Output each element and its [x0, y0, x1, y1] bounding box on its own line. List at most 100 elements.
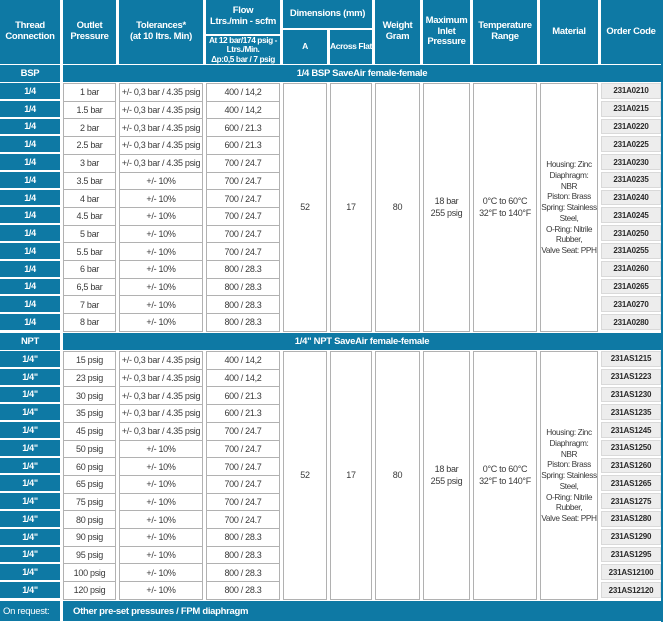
outlet-pressure-cell: 90 psig [63, 529, 116, 547]
outlet-pressure-cell: 5.5 bar [63, 243, 116, 262]
flow-cell: 800 / 28.3 [206, 278, 280, 297]
order-code-cell: 231A0235 [601, 171, 661, 188]
outlet-pressure-cell: 65 psig [63, 475, 116, 494]
section-band-bsp: BSP 1/4 BSP SaveAir female-female [0, 65, 661, 82]
flow-cell: 700 / 24.7 [206, 190, 280, 208]
section-body-npt: 1/4" 1/4" 1/4" 1/4" 1/4" 1/4" 1/4" 1/4" 1/4" 1/4"… [0, 351, 661, 600]
outlet-pressure-cell: 95 psig [63, 546, 116, 565]
order-code-cell: 231A0255 [601, 243, 661, 259]
flow-cell: 600 / 21.3 [206, 405, 280, 423]
header-tolerances: Tolerances* (at 10 ltrs. Min) [119, 0, 203, 64]
section-body-bsp: 1/4 1/4 1/4 1/4 1/4 1/4 1/4 1/4 1/4 1/4 1/4 1/4 1/4 1… [0, 83, 661, 332]
tolerance-cell: +/- 10% [119, 546, 203, 565]
flow-column: 400 / 14,2 400 / 14,2 600 / 21.3 600 / 21.3… [206, 351, 280, 600]
flow-cell: 400 / 14,2 [206, 369, 280, 388]
thread-cell: 1/4 [0, 118, 60, 135]
tolerance-cell: +/- 10% [119, 172, 203, 191]
thread-cell: 1/4 [0, 207, 60, 224]
flow-cell: 700 / 24.7 [206, 493, 280, 512]
order-code-cell: 231A0225 [601, 136, 661, 153]
order-code-cell: 231AS1250 [601, 439, 661, 456]
tolerance-cell: +/- 10% [119, 190, 203, 208]
outlet-pressure-cell: 45 psig [63, 422, 116, 441]
flow-cell: 700 / 24.7 [206, 207, 280, 226]
tolerance-column: +/- 0,3 bar / 4.35 psig +/- 0,3 bar / 4.3… [119, 83, 203, 332]
flow-cell: 600 / 21.3 [206, 387, 280, 406]
outlet-pressure-cell: 4 bar [63, 190, 116, 208]
flow-cell: 700 / 24.7 [206, 440, 280, 459]
temp-range-merged-cell: 0°C to 60°C 32°F to 140°F [473, 351, 537, 600]
dim-a-merged-cell: 52 [283, 351, 327, 600]
order-code-cell: 231AS1230 [601, 386, 661, 403]
tolerance-cell: +/- 10% [119, 458, 203, 476]
outlet-pressure-column: 1 bar 1.5 bar 2 bar 2.5 bar 3 bar 3.5 bar 4 ba… [63, 83, 116, 332]
thread-column: 1/4" 1/4" 1/4" 1/4" 1/4" 1/4" 1/4" 1/4" 1/4" 1/4"… [0, 351, 60, 600]
outlet-pressure-cell: 4.5 bar [63, 207, 116, 226]
header-dim-across-flat: Across Flat [330, 30, 372, 64]
order-code-cell: 231AS1275 [601, 493, 661, 510]
outlet-pressure-cell: 5 bar [63, 225, 116, 244]
tolerance-cell: +/- 0,3 bar / 4.35 psig [119, 119, 203, 138]
footer-text: Other pre-set pressures / FPM diaphragm [63, 601, 661, 621]
flow-cell: 800 / 28.3 [206, 529, 280, 547]
outlet-pressure-column: 15 psig 23 psig 30 psig 35 psig 45 psig 50 ps… [63, 351, 116, 600]
thread-cell: 1/4 [0, 136, 60, 153]
flow-cell: 700 / 24.7 [206, 475, 280, 494]
tolerance-cell: +/- 10% [119, 225, 203, 244]
section-label-bsp: BSP [0, 65, 60, 82]
thread-cell: 1/4" [0, 368, 60, 385]
section-title-npt: 1/4" NPT SaveAir female-female [63, 333, 661, 350]
tolerance-cell: +/- 10% [119, 564, 203, 583]
outlet-pressure-cell: 1.5 bar [63, 101, 116, 120]
tolerance-cell: +/- 10% [119, 296, 203, 315]
header-flow-subnote: At 12 bar/174 psig - Ltrs./Min. Δp:0,5 b… [206, 35, 280, 64]
order-code-cell: 231AS1265 [601, 475, 661, 492]
table-header: Thread Connection Outlet Pressure Tolera… [0, 0, 661, 64]
order-code-cell: 231A0240 [601, 189, 661, 206]
thread-cell: 1/4 [0, 225, 60, 242]
tolerance-cell: +/- 0,3 bar / 4.35 psig [119, 369, 203, 388]
outlet-pressure-cell: 100 psig [63, 564, 116, 583]
tolerance-column: +/- 0,3 bar / 4.35 psig +/- 0,3 bar / 4.3… [119, 351, 203, 600]
weight-merged-cell: 80 [375, 351, 420, 600]
thread-cell: 1/4" [0, 546, 60, 563]
tolerance-cell: +/- 10% [119, 511, 203, 530]
across-flat-merged-cell: 17 [330, 83, 372, 332]
thread-cell: 1/4" [0, 475, 60, 492]
order-code-cell: 231AS1280 [601, 511, 661, 527]
thread-column: 1/4 1/4 1/4 1/4 1/4 1/4 1/4 1/4 1/4 1/4 1/4 1/4 1/4 1… [0, 83, 60, 332]
tolerance-cell: +/- 0,3 bar / 4.35 psig [119, 422, 203, 441]
tolerance-cell: +/- 10% [119, 261, 203, 279]
flow-cell: 700 / 24.7 [206, 243, 280, 262]
flow-cell: 700 / 24.7 [206, 225, 280, 244]
header-outlet-pressure: Outlet Pressure [63, 0, 116, 64]
outlet-pressure-cell: 7 bar [63, 296, 116, 315]
outlet-pressure-cell: 8 bar [63, 314, 116, 332]
thread-cell: 1/4" [0, 528, 60, 545]
material-merged-cell: Housing: Zinc Diaphragm: NBR Piston: Bra… [540, 351, 598, 600]
order-code-cell: 231A0270 [601, 296, 661, 313]
tolerance-cell: +/- 10% [119, 529, 203, 547]
order-code-cell: 231A0220 [601, 118, 661, 135]
weight-merged-cell: 80 [375, 83, 420, 332]
header-flow-group: Flow Ltrs./min - scfm At 12 bar/174 psig… [206, 0, 280, 64]
flow-cell: 600 / 21.3 [206, 137, 280, 155]
thread-cell: 1/4 [0, 189, 60, 206]
outlet-pressure-cell: 3.5 bar [63, 172, 116, 191]
tolerance-cell: +/- 0,3 bar / 4.35 psig [119, 84, 203, 102]
order-code-cell: 231AS1235 [601, 404, 661, 421]
tolerance-cell: +/- 10% [119, 582, 203, 600]
temp-range-merged-cell: 0°C to 60°C 32°F to 140°F [473, 83, 537, 332]
order-code-cell: 231A0260 [601, 260, 661, 277]
thread-cell: 1/4" [0, 511, 60, 527]
thread-cell: 1/4" [0, 439, 60, 456]
order-code-cell: 231A0280 [601, 314, 661, 330]
across-flat-merged-cell: 17 [330, 351, 372, 600]
outlet-pressure-cell: 15 psig [63, 352, 116, 370]
flow-cell: 400 / 14,2 [206, 101, 280, 120]
outlet-pressure-cell: 60 psig [63, 458, 116, 476]
order-code-cell: 231A0210 [601, 83, 661, 99]
order-code-cell: 231A0250 [601, 225, 661, 242]
flow-cell: 400 / 14,2 [206, 84, 280, 102]
outlet-pressure-cell: 2.5 bar [63, 137, 116, 155]
